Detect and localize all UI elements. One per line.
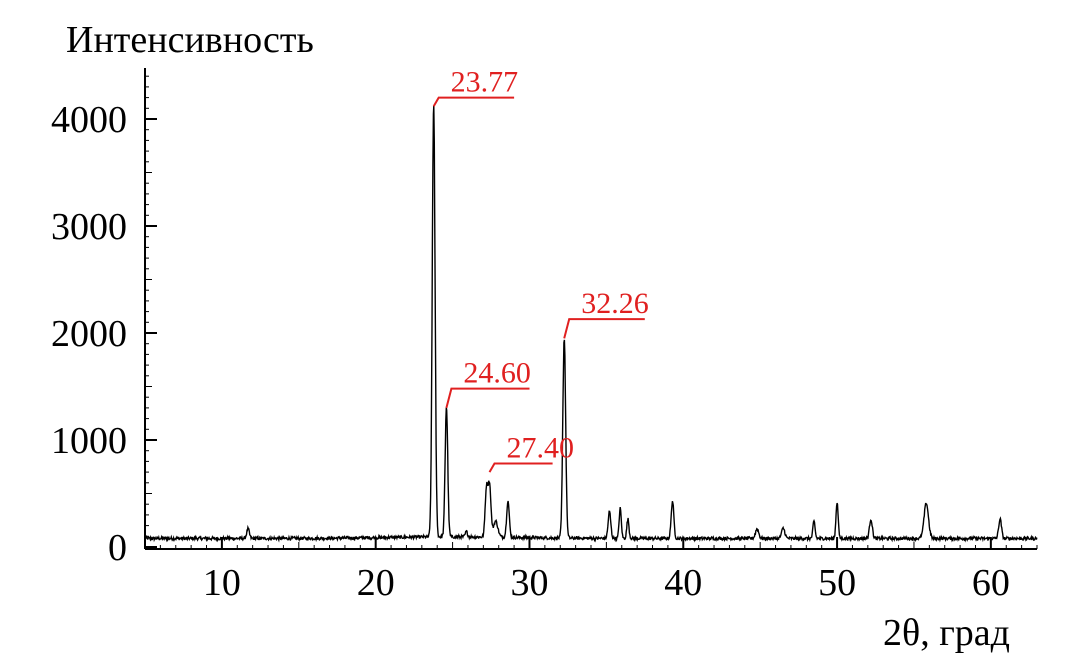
x-axis-title: 2θ, град — [883, 612, 1010, 654]
plot-area — [144, 105, 1038, 543]
x-axis-ticks: 10 20 30 40 50 60 — [144, 537, 1038, 604]
annotation-label: 32.26 — [581, 287, 649, 320]
y-tick-label: 3000 — [51, 206, 127, 248]
annotation-leader — [563, 318, 645, 339]
x-tick-label: 30 — [510, 562, 548, 604]
annotation-leader — [445, 387, 530, 409]
annotation-label: 24.60 — [463, 357, 530, 390]
y-tick-label: 2000 — [51, 313, 127, 355]
y-axis-title: Интенсивность — [66, 19, 314, 61]
y-axis-ticks: 0 1000 2000 3000 4000 — [51, 75, 157, 569]
x-tick-label: 20 — [357, 562, 395, 604]
peak-annotation: 27.40 — [488, 432, 574, 473]
x-tick-label: 10 — [203, 562, 241, 604]
peak-annotation: 32.26 — [563, 287, 649, 339]
series-line — [144, 105, 1038, 543]
peak-annotations: 23.77 24.60 27.40 32.26 — [432, 66, 649, 473]
y-tick-label: 1000 — [51, 420, 127, 462]
x-tick-label: 40 — [664, 562, 702, 604]
annotation-leader — [432, 96, 515, 107]
x-tick-label: 60 — [972, 562, 1010, 604]
y-tick-label: 0 — [108, 527, 127, 569]
x-tick-label: 50 — [818, 562, 856, 604]
annotation-label: 27.40 — [506, 432, 574, 465]
y-tick-label: 4000 — [51, 99, 127, 141]
annotation-leader — [488, 462, 553, 473]
peak-annotation: 24.60 — [445, 357, 531, 409]
peak-annotation: 23.77 — [432, 66, 519, 107]
annotation-label: 23.77 — [451, 66, 519, 99]
